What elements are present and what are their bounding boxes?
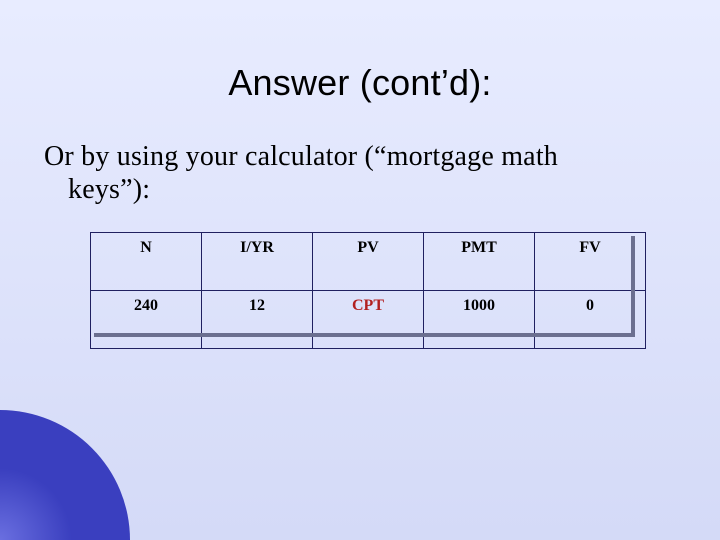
table-value-cell: 0 [535, 291, 646, 349]
table-header-cell: N [91, 233, 202, 291]
calculator-table: NI/YRPVPMTFV 24012CPT10000 [90, 232, 646, 349]
table-header-cell: FV [535, 233, 646, 291]
table-header-cell: PMT [424, 233, 535, 291]
table-shadow-bottom [94, 333, 635, 337]
body-line-2: keys”): [44, 173, 150, 206]
table-shadow-right [631, 236, 635, 337]
table-header-cell: I/YR [202, 233, 313, 291]
body-text: Or by using your calculator (“mortgage m… [44, 140, 676, 206]
body-line-1: Or by using your calculator (“mortgage m… [44, 141, 558, 172]
calculator-table-wrap: NI/YRPVPMTFV 24012CPT10000 [90, 232, 646, 349]
table-value-cell: 12 [202, 291, 313, 349]
table-header-row: NI/YRPVPMTFV [91, 233, 646, 291]
slide-title: Answer (cont’d): [0, 62, 720, 104]
table-value-cell: CPT [313, 291, 424, 349]
table-header-cell: PV [313, 233, 424, 291]
title-text: Answer (cont’d): [228, 62, 491, 103]
body-text-content: Or by using your calculator (“mortgage m… [44, 141, 558, 205]
table-value-cell: 240 [91, 291, 202, 349]
table-value-row: 24012CPT10000 [91, 291, 646, 349]
table-value-cell: 1000 [424, 291, 535, 349]
slide: Answer (cont’d): Or by using your calcul… [0, 0, 720, 540]
